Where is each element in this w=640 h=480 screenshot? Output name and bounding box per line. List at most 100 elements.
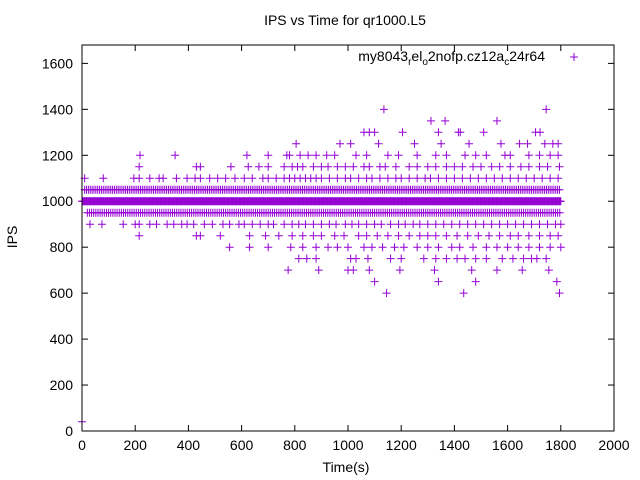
data-point	[248, 220, 257, 229]
data-point	[309, 231, 318, 240]
data-point	[556, 197, 565, 206]
y-tick-label: 200	[50, 377, 74, 393]
data-point	[523, 139, 532, 148]
data-point	[394, 231, 403, 240]
data-point	[312, 151, 321, 160]
data-point	[413, 174, 422, 183]
data-point	[183, 174, 192, 183]
data-point	[450, 174, 459, 183]
data-point	[240, 174, 249, 183]
data-point	[269, 220, 278, 229]
data-point	[461, 254, 470, 263]
data-point	[324, 243, 333, 252]
data-point	[395, 266, 404, 275]
data-point	[351, 254, 360, 263]
data-point	[85, 220, 94, 229]
data-point	[450, 162, 459, 171]
x-tick-label: 0	[78, 437, 86, 453]
data-point	[135, 162, 144, 171]
data-point	[447, 243, 456, 252]
data-point	[362, 231, 371, 240]
data-point	[544, 266, 553, 275]
data-point	[555, 289, 564, 298]
data-point	[546, 174, 555, 183]
data-point	[479, 128, 488, 137]
data-point	[496, 139, 505, 148]
x-tick-label: 1600	[492, 437, 523, 453]
data-point	[379, 105, 388, 114]
data-point	[378, 243, 387, 252]
data-point	[498, 174, 507, 183]
data-point	[535, 243, 544, 252]
data-point	[530, 174, 539, 183]
data-point	[336, 139, 345, 148]
data-point	[442, 162, 451, 171]
data-point	[351, 151, 360, 160]
data-point	[503, 220, 512, 229]
legend-plus-mark	[570, 53, 578, 61]
x-tick-label: 2000	[598, 437, 629, 453]
data-point	[354, 231, 363, 240]
data-point	[536, 128, 545, 137]
data-point	[280, 220, 289, 229]
x-tick-label: 1000	[332, 437, 363, 453]
data-point	[292, 139, 301, 148]
data-point	[370, 277, 379, 286]
data-point	[487, 162, 496, 171]
data-point	[495, 162, 504, 171]
data-point	[527, 220, 536, 229]
data-point	[304, 151, 313, 160]
data-point	[382, 289, 391, 298]
data-point	[431, 254, 440, 263]
data-point	[423, 162, 432, 171]
x-tick-label: 200	[124, 437, 148, 453]
data-point	[196, 162, 205, 171]
data-point	[397, 174, 406, 183]
data-point	[535, 162, 544, 171]
data-point	[477, 162, 485, 171]
data-point	[459, 289, 468, 298]
data-points	[78, 105, 565, 426]
data-point	[309, 162, 318, 171]
legend: my8043relo2nofp.cz12ac24r64	[358, 48, 578, 68]
data-point	[367, 243, 376, 252]
data-point	[301, 220, 310, 229]
data-point	[471, 151, 480, 160]
data-point	[284, 266, 293, 275]
data-point	[221, 174, 230, 183]
data-point	[463, 231, 472, 240]
data-point	[383, 231, 392, 240]
data-point	[458, 174, 467, 183]
data-point	[333, 162, 342, 171]
data-point	[349, 266, 358, 275]
data-point	[437, 139, 446, 148]
data-point	[296, 151, 305, 160]
data-point	[294, 254, 303, 263]
data-point	[172, 174, 181, 183]
data-point	[322, 151, 331, 160]
data-point	[479, 220, 488, 229]
data-point	[240, 220, 249, 229]
data-point	[391, 162, 400, 171]
data-point	[556, 243, 565, 252]
data-point	[413, 243, 422, 252]
data-point	[498, 254, 507, 263]
y-tick-label: 0	[65, 423, 73, 439]
data-point	[482, 151, 491, 160]
data-point	[431, 220, 440, 229]
data-point	[298, 243, 307, 252]
data-point	[189, 220, 198, 229]
data-point	[524, 231, 533, 240]
data-point	[317, 174, 326, 183]
data-point	[514, 174, 523, 183]
data-point	[461, 151, 470, 160]
data-point	[482, 254, 491, 263]
data-point	[298, 162, 307, 171]
data-point	[456, 128, 465, 137]
data-point	[415, 231, 424, 240]
data-point	[383, 174, 392, 183]
data-point	[330, 231, 339, 240]
data-point	[453, 231, 462, 240]
data-point	[208, 220, 217, 229]
data-point	[482, 174, 491, 183]
